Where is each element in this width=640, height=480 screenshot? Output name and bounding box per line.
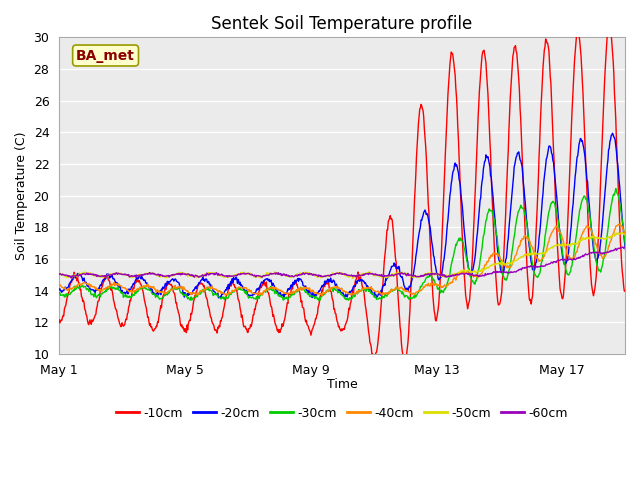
- -40cm: [264, 287, 272, 292]
- -30cm: [334, 290, 342, 296]
- -20cm: [554, 211, 562, 217]
- -50cm: [333, 270, 341, 276]
- -50cm: [55, 271, 63, 276]
- -30cm: [315, 298, 323, 303]
- -60cm: [410, 273, 417, 279]
- -50cm: [554, 243, 562, 249]
- Text: BA_met: BA_met: [76, 48, 135, 62]
- Title: Sentek Soil Temperature profile: Sentek Soil Temperature profile: [211, 15, 473, 33]
- Line: -40cm: -40cm: [59, 223, 640, 296]
- -60cm: [334, 270, 342, 276]
- -40cm: [554, 227, 562, 232]
- -60cm: [67, 275, 75, 280]
- -10cm: [55, 317, 63, 323]
- -50cm: [432, 271, 440, 276]
- -20cm: [182, 292, 190, 298]
- -10cm: [401, 360, 408, 366]
- -40cm: [432, 281, 440, 287]
- X-axis label: Time: Time: [326, 378, 358, 391]
- -20cm: [334, 286, 342, 291]
- -60cm: [55, 271, 63, 277]
- -40cm: [55, 281, 63, 287]
- -60cm: [183, 272, 191, 277]
- Line: -50cm: -50cm: [59, 232, 640, 278]
- -20cm: [55, 287, 63, 292]
- -10cm: [410, 232, 417, 238]
- -40cm: [318, 293, 326, 299]
- -50cm: [410, 275, 417, 281]
- -60cm: [265, 272, 273, 278]
- -30cm: [410, 295, 417, 300]
- -20cm: [432, 267, 440, 273]
- -20cm: [265, 276, 273, 282]
- -10cm: [554, 254, 562, 260]
- -10cm: [333, 319, 341, 324]
- -40cm: [410, 290, 417, 296]
- -50cm: [182, 271, 190, 277]
- -30cm: [182, 294, 190, 300]
- -30cm: [264, 286, 272, 292]
- -10cm: [182, 330, 190, 336]
- -50cm: [349, 276, 356, 281]
- -40cm: [334, 286, 342, 291]
- -30cm: [554, 217, 562, 223]
- -40cm: [182, 288, 190, 293]
- Line: -10cm: -10cm: [59, 23, 640, 363]
- -60cm: [432, 271, 440, 277]
- -30cm: [432, 282, 440, 288]
- -10cm: [605, 20, 613, 26]
- Line: -60cm: -60cm: [59, 245, 640, 277]
- -30cm: [55, 290, 63, 296]
- -50cm: [618, 229, 625, 235]
- -60cm: [554, 257, 562, 263]
- -20cm: [214, 295, 222, 301]
- -10cm: [432, 318, 440, 324]
- Y-axis label: Soil Temperature (C): Soil Temperature (C): [15, 132, 28, 260]
- -50cm: [264, 271, 272, 276]
- Line: -20cm: -20cm: [59, 130, 640, 298]
- Line: -30cm: -30cm: [59, 187, 640, 300]
- Legend: -10cm, -20cm, -30cm, -40cm, -50cm, -60cm: -10cm, -20cm, -30cm, -40cm, -50cm, -60cm: [111, 402, 573, 424]
- -10cm: [264, 289, 272, 295]
- -20cm: [410, 273, 417, 278]
